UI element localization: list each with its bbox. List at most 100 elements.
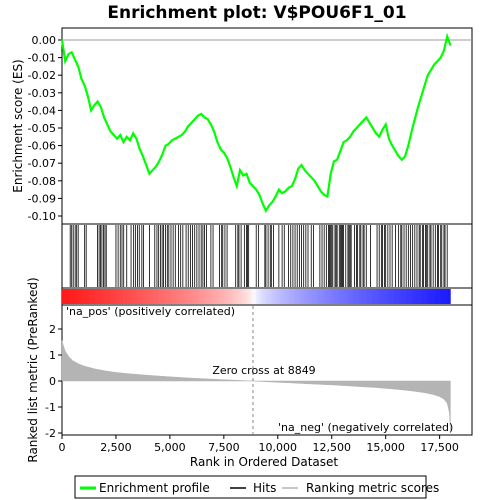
x-tick-label: 15,000 bbox=[366, 441, 405, 454]
heatmap-cell bbox=[118, 289, 121, 304]
enrichment-point bbox=[436, 60, 439, 62]
heatmap-cell bbox=[243, 289, 246, 304]
es-y-axis: 0.00 -0.01 -0.02 -0.03 -0.04 -0.05 -0.06 -0.07 -… bbox=[28, 34, 62, 223]
metric-y-axis-label: Ranked list metric (PreRanked) bbox=[26, 277, 40, 462]
heatmap-cell bbox=[329, 289, 333, 304]
x-tick-label: 2,500 bbox=[100, 441, 132, 454]
heatmap-cell bbox=[113, 289, 117, 304]
heatmap-cell bbox=[107, 289, 110, 304]
neg-correlated-label: 'na_neg' (negatively correlated) bbox=[278, 421, 453, 434]
enrichment-point bbox=[385, 123, 387, 126]
enrichment-point bbox=[203, 116, 206, 119]
enrichment-point bbox=[148, 173, 150, 175]
enrichment-point bbox=[281, 192, 283, 194]
enrichment-point bbox=[333, 160, 335, 163]
heatmap-cell bbox=[424, 289, 427, 304]
enrichment-point bbox=[226, 157, 228, 159]
metric-y-tick-label: 2 bbox=[49, 323, 56, 336]
enrichment-point bbox=[349, 136, 351, 138]
heatmap-cell bbox=[105, 289, 108, 304]
enrichment-point bbox=[365, 116, 367, 119]
heatmap-cell bbox=[191, 289, 194, 304]
heatmap-cell bbox=[435, 289, 438, 304]
metric-y-axis: 2 1 0 -1 -2 bbox=[45, 323, 62, 440]
enrichment-point bbox=[388, 137, 390, 140]
heatmap-cell bbox=[238, 289, 242, 304]
heatmap-cell bbox=[340, 289, 343, 304]
heatmap-cell bbox=[90, 289, 93, 304]
heatmap-cell bbox=[383, 289, 386, 304]
heatmap-cell bbox=[241, 289, 244, 304]
heatmap-cell bbox=[98, 289, 102, 304]
chart-title: Enrichment plot: V$POU6F1_01 bbox=[107, 3, 406, 23]
heatmap-cell bbox=[275, 289, 279, 304]
heatmap-cell bbox=[262, 289, 266, 304]
heatmap-cell bbox=[94, 289, 97, 304]
heatmap-cell bbox=[342, 289, 345, 304]
heatmap-cell bbox=[133, 289, 136, 304]
enrichment-point bbox=[132, 132, 134, 134]
es-y-tick-label: 0.00 bbox=[32, 34, 57, 47]
heatmap-cell bbox=[137, 289, 140, 304]
enrichment-point bbox=[135, 137, 138, 140]
heatmap-cell bbox=[396, 289, 399, 304]
heatmap-cell bbox=[72, 289, 76, 304]
heatmap-cell bbox=[314, 289, 317, 304]
heatmap-cell bbox=[154, 289, 158, 304]
enrichment-point bbox=[265, 210, 267, 212]
heatmap-cell bbox=[213, 289, 216, 304]
enrichment-point bbox=[287, 187, 290, 189]
enrichment-point bbox=[336, 159, 338, 161]
heatmap-cell bbox=[271, 289, 274, 304]
heatmap-cell bbox=[152, 289, 156, 304]
enrichment-point bbox=[275, 196, 277, 198]
enrichment-point bbox=[177, 136, 180, 138]
enrichment-point bbox=[129, 139, 131, 141]
enrichment-point bbox=[77, 65, 79, 67]
enrichment-point bbox=[184, 130, 186, 133]
enrichment-point bbox=[262, 203, 264, 205]
enrichment-point bbox=[242, 174, 244, 177]
enrichment-point bbox=[93, 104, 95, 106]
heatmap-cell bbox=[221, 289, 225, 304]
heatmap-cell bbox=[260, 289, 263, 304]
heatmap-cell bbox=[189, 289, 192, 304]
heatmap-cell bbox=[187, 289, 190, 304]
enrichment-point bbox=[420, 95, 422, 97]
enrichment-point bbox=[271, 201, 273, 203]
enrichment-point bbox=[87, 95, 89, 97]
heatmap-cell bbox=[159, 289, 162, 304]
heatmap-cell bbox=[385, 289, 389, 304]
enrichment-point bbox=[97, 101, 99, 103]
heatmap-cell bbox=[197, 289, 201, 304]
enrichment-point bbox=[207, 118, 209, 120]
enrichment-point bbox=[278, 189, 280, 191]
heatmap-cell bbox=[124, 289, 128, 304]
enrichment-point bbox=[320, 190, 322, 192]
enrichment-point bbox=[291, 185, 293, 187]
enrichment-point bbox=[152, 169, 154, 171]
es-y-tick-label: -0.08 bbox=[28, 175, 56, 188]
enrichment-series bbox=[60, 32, 452, 214]
heatmap-cell bbox=[146, 289, 149, 304]
enrichment-point bbox=[284, 190, 286, 192]
enrichment-point bbox=[307, 173, 309, 175]
heatmap-cell bbox=[163, 289, 166, 304]
enrichment-point bbox=[381, 129, 384, 131]
enrichment-point bbox=[362, 120, 364, 122]
enrichment-point bbox=[139, 148, 141, 150]
enrichment-point bbox=[213, 130, 215, 133]
heatmap-cell bbox=[390, 289, 393, 304]
heatmap-cell bbox=[245, 289, 248, 304]
heatmap-cell bbox=[370, 289, 374, 304]
x-tick-label: 0 bbox=[59, 441, 66, 454]
heatmap-cell bbox=[359, 289, 363, 304]
heatmap-cell bbox=[426, 289, 430, 304]
heatmap-cell bbox=[428, 289, 432, 304]
enrichment-point bbox=[210, 123, 212, 126]
legend-label: Ranking metric scores bbox=[306, 481, 439, 495]
heatmap-cell bbox=[368, 289, 371, 304]
x-tick-label: 12,500 bbox=[312, 441, 351, 454]
enrichment-point bbox=[122, 141, 125, 143]
enrichment-point bbox=[74, 58, 76, 60]
